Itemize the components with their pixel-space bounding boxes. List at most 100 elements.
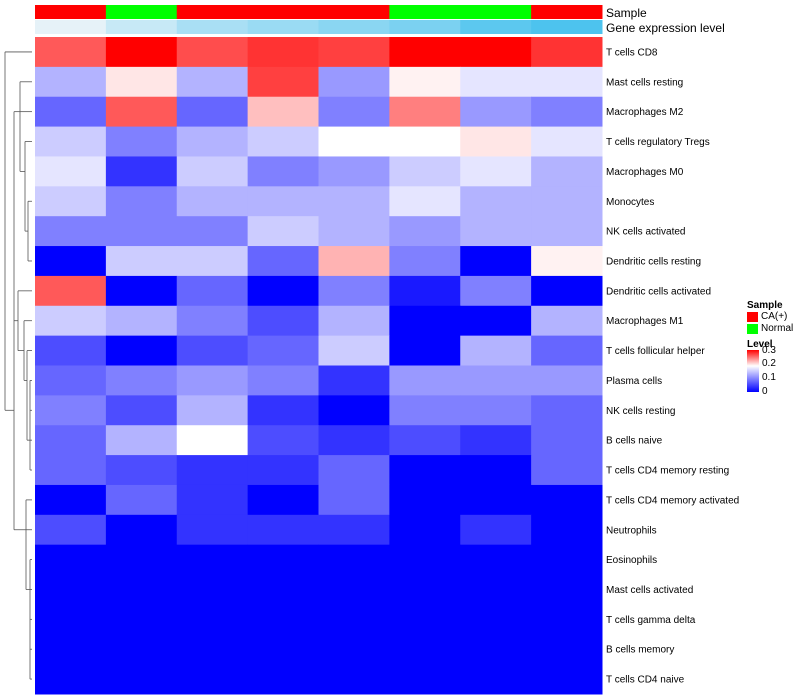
legend-item-normal: Normal [747,323,793,335]
heatmap-cell [318,664,390,695]
row-label: Monocytes [606,197,654,208]
heatmap-cell [35,156,107,187]
heatmap-cell [105,37,178,68]
heatmap-cell [35,216,107,247]
heatmap-cell [247,156,319,187]
heatmap-cell [531,455,603,486]
heatmap-cell [35,574,107,605]
heatmap-cell [105,455,178,486]
heatmap-cell [389,305,461,337]
heatmap-cell [531,395,603,426]
heatmap-cell [247,455,319,486]
heatmap-cell [531,365,603,396]
sample-annotation-cell [247,5,319,19]
row-label: T cells CD4 naive [606,675,685,686]
level-legend: Level 0.3 0.2 0.1 0 [747,339,776,397]
row-label: Plasma cells [606,376,662,387]
heatmap-cell [35,186,107,217]
heatmap-cell [35,425,107,456]
heatmap-cell [35,66,107,98]
heatmap-cell [318,395,390,426]
sample-annotation-cell [318,5,390,19]
heatmap-cell [318,634,390,665]
heatmap-cell [389,425,461,456]
row-label: NK cells activated [606,227,685,238]
heatmap-cell [176,425,249,456]
heatmap-cell [247,96,319,128]
heatmap-cell [176,365,249,396]
legend-item-ca: CA(+) [747,311,793,323]
heatmap-cell [318,186,390,217]
heatmap-cell [460,275,532,307]
heatmap-cell [318,126,390,157]
heatmap-cell [460,425,532,456]
heatmap-cell [318,37,390,68]
heatmap-cell [176,246,249,277]
heatmap-cell [531,216,603,247]
heatmap-cell [247,514,319,546]
row-label: B cells naive [606,436,663,447]
heatmap-cell [318,484,390,516]
heatmap-cell [247,335,319,366]
row-label: Macrophages M1 [606,316,684,327]
row-label: Dendritic cells activated [606,286,711,297]
heatmap-cell [318,544,390,576]
expression-annotation-cell [318,20,390,34]
heatmap-cell [105,484,178,516]
row-label: T cells follicular helper [606,346,705,357]
sample-annotation-cell [105,5,178,19]
heatmap-cell [389,544,461,576]
heatmap-cell [389,484,461,516]
heatmap-cell [105,365,178,396]
heatmap-cell [35,126,107,157]
heatmap-cell [531,96,603,128]
heatmap-cell [318,216,390,247]
heatmap-cell [389,664,461,695]
heatmap-cell [247,395,319,426]
sample-annotation-cell [460,5,532,19]
expression-annotation-cell [35,20,107,34]
row-label: T cells gamma delta [606,615,696,626]
heatmap-cell [176,455,249,486]
row-label: Eosinophils [606,555,657,566]
heatmap-cell [35,37,107,68]
heatmap-cell [460,335,532,366]
heatmap-cell [35,514,107,546]
heatmap-cell [247,216,319,247]
heatmap-cell [247,275,319,307]
row-label: T cells CD4 memory activated [606,495,739,506]
heatmap-cell [460,634,532,665]
heatmap-cell [247,484,319,516]
heatmap-cell [389,604,461,635]
heatmap-cell [105,305,178,337]
heatmap-cell [389,96,461,128]
heatmap-cell [35,275,107,307]
row-label: Mast cells resting [606,77,683,88]
heatmap-cell [389,395,461,426]
sample-annotation-cell [35,5,107,19]
level-tick-0-1: 0.1 [762,372,776,383]
heatmap-cell [247,186,319,217]
heatmap-cell [318,574,390,605]
heatmap-cell [35,335,107,366]
heatmap-cell [105,425,178,456]
heatmap-cell [105,216,178,247]
row-label: Macrophages M2 [606,107,684,118]
heatmap-cell [531,484,603,516]
heatmap-cell [176,484,249,516]
level-gradient [747,350,759,392]
heatmap-cell [318,335,390,366]
heatmap-cell [531,126,603,157]
heatmap-cell [35,395,107,426]
heatmap-cell [247,305,319,337]
heatmap-cell [176,544,249,576]
heatmap-cell [247,66,319,98]
heatmap-cell [460,484,532,516]
level-tick-0: 0 [762,386,768,397]
heatmap-cell [176,275,249,307]
heatmap-cell [389,275,461,307]
heatmap-cell [460,604,532,635]
heatmap-cell [105,246,178,277]
heatmap-cell [389,156,461,187]
